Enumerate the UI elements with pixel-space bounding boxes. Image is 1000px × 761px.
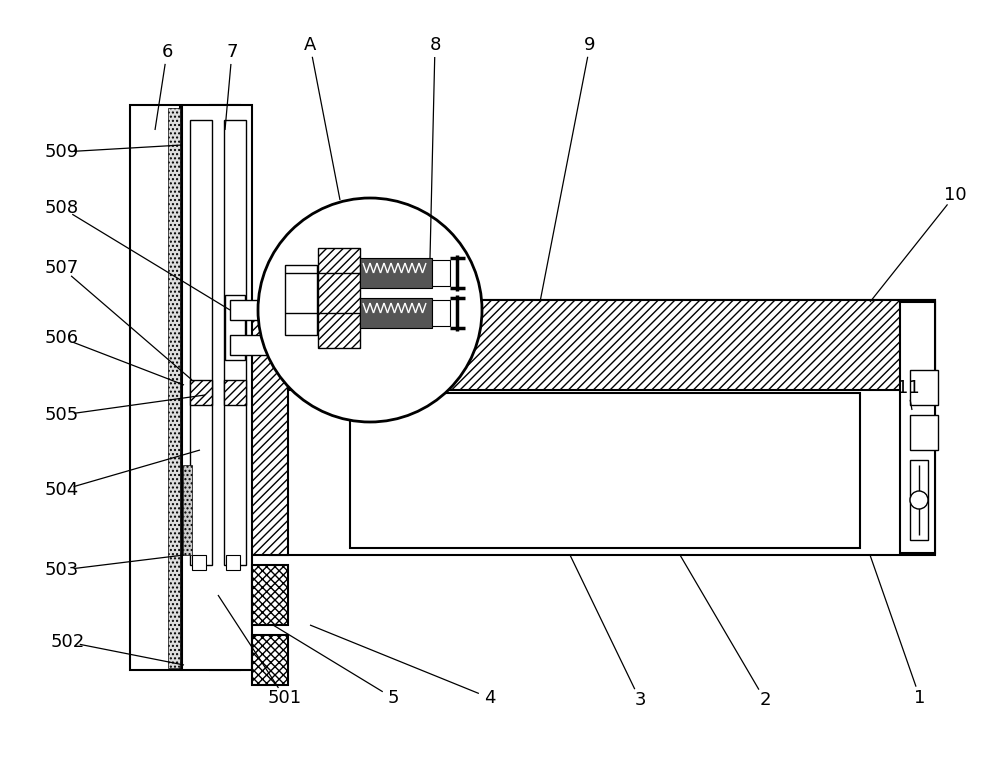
Bar (432, 260, 450, 286)
Bar (360, 258, 432, 288)
Bar (910, 370, 938, 405)
Text: 509: 509 (45, 143, 79, 161)
Bar (318, 248, 360, 348)
Text: 503: 503 (45, 561, 79, 579)
Bar (910, 460, 928, 540)
Bar (190, 120, 212, 565)
Bar (230, 335, 305, 355)
Bar (225, 295, 245, 360)
Text: 6: 6 (161, 43, 173, 61)
Bar (252, 635, 288, 685)
Text: 507: 507 (45, 259, 79, 277)
Bar (183, 465, 192, 555)
Text: 501: 501 (268, 689, 302, 707)
Bar (285, 265, 317, 335)
Text: 11: 11 (897, 379, 919, 397)
Text: 508: 508 (45, 199, 79, 217)
Bar (248, 302, 288, 555)
Text: 10: 10 (944, 186, 966, 204)
Text: 506: 506 (45, 329, 79, 347)
Bar (900, 302, 935, 553)
Text: 504: 504 (45, 481, 79, 499)
Text: A: A (304, 36, 316, 54)
Bar (350, 393, 860, 548)
Bar (182, 105, 252, 670)
Text: 7: 7 (226, 43, 238, 61)
Bar (432, 300, 450, 326)
Bar (192, 555, 206, 570)
Text: 4: 4 (484, 689, 496, 707)
Bar (270, 300, 935, 555)
Text: 9: 9 (584, 36, 596, 54)
Text: 1: 1 (914, 689, 926, 707)
Bar (168, 108, 180, 668)
Text: 2: 2 (759, 691, 771, 709)
Bar (210, 105, 240, 670)
Text: 502: 502 (51, 633, 85, 651)
Text: 5: 5 (387, 689, 399, 707)
Circle shape (910, 491, 928, 509)
Bar (230, 300, 305, 320)
Bar (190, 380, 212, 405)
Text: 3: 3 (634, 691, 646, 709)
Bar (224, 120, 246, 565)
Bar (130, 105, 180, 670)
Bar (252, 565, 288, 625)
Text: 8: 8 (429, 36, 441, 54)
Bar (226, 555, 240, 570)
Bar (224, 380, 246, 405)
Bar (360, 298, 432, 328)
Circle shape (258, 198, 482, 422)
Bar (910, 415, 938, 450)
Bar (270, 300, 935, 390)
Text: 505: 505 (45, 406, 79, 424)
